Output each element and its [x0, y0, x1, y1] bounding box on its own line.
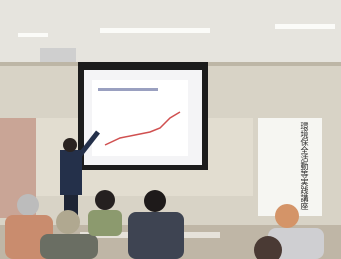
scene-drawing	[0, 0, 341, 259]
banner-title: 環境保全活動等実践講座	[300, 122, 309, 212]
ceiling-light	[275, 24, 335, 29]
audience-head	[56, 210, 80, 234]
projector	[40, 48, 76, 62]
audience-head	[275, 204, 299, 228]
ceiling-light	[100, 28, 210, 33]
slide-title	[98, 88, 158, 91]
audience-body	[40, 234, 98, 259]
audience-body	[128, 212, 184, 259]
presenter-head	[63, 138, 77, 152]
audience-head	[95, 190, 115, 210]
photo: 環境保全活動等実践講座	[0, 0, 341, 259]
banner	[258, 118, 322, 216]
presenter-body	[60, 150, 82, 195]
audience-head	[144, 190, 166, 212]
audience-body	[88, 210, 122, 236]
ceiling-light	[18, 33, 48, 37]
audience-head	[17, 194, 39, 216]
